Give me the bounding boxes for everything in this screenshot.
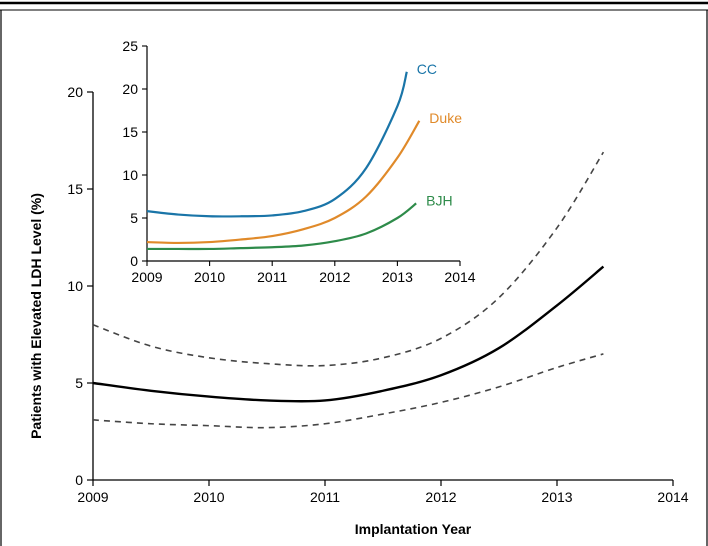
x-tick-label: 2014 (657, 489, 688, 505)
y-tick-label: 15 (67, 181, 83, 197)
inset-plot: 2009 2010 2011 2012 2013 2014 0 5 10 15 20 25 CC Duke… (107, 32, 490, 295)
x-tick-label: 2013 (541, 489, 572, 505)
inset-y-tick-label: 15 (122, 124, 138, 140)
y-tick-label: 20 (67, 84, 83, 100)
x-tick-label: 2010 (193, 489, 224, 505)
inset-series-cc-label: CC (417, 61, 437, 77)
inset-y-tick-label: 25 (122, 38, 138, 54)
inset-series-duke-line (146, 120, 421, 245)
y-axis-label: Patients with Elevated LDH Level (%) (28, 193, 44, 439)
y-tick-label: 5 (75, 375, 83, 391)
estimate-solid-line (92, 265, 605, 403)
x-tick-label: 2012 (425, 489, 456, 505)
lower-bound-dashed-line (92, 353, 604, 429)
inset-x-tick-label: 2013 (382, 269, 413, 285)
inset-x-tick-label: 2011 (257, 269, 287, 285)
inset-series-cc-line (146, 71, 408, 218)
inset-x-tick-label: 2014 (444, 269, 475, 285)
x-tick-label: 2009 (77, 489, 108, 505)
inset-x-tick-label: 2009 (131, 269, 162, 285)
inset-series-bjh-line (147, 202, 417, 251)
x-tick-label: 2011 (310, 489, 340, 505)
inset-x-tick-label: 2010 (194, 269, 225, 285)
y-tick-label: 10 (67, 278, 83, 294)
inset-series-bjh-label: BJH (426, 192, 452, 208)
x-axis-label: Implantation Year (355, 521, 472, 537)
y-tick-label: 0 (75, 472, 83, 488)
inset-x-tick-label: 2012 (319, 269, 350, 285)
inset-y-tick-label: 0 (130, 253, 138, 269)
inset-background (107, 32, 490, 295)
inset-y-tick-label: 5 (130, 210, 138, 226)
inset-series-duke-label: Duke (429, 110, 462, 126)
inset-y-tick-label: 10 (122, 167, 138, 183)
main-plot: 2009 2010 2011 2012 2013 201405101520Implanta… (28, 84, 689, 537)
inset-y-tick-label: 20 (122, 81, 138, 97)
